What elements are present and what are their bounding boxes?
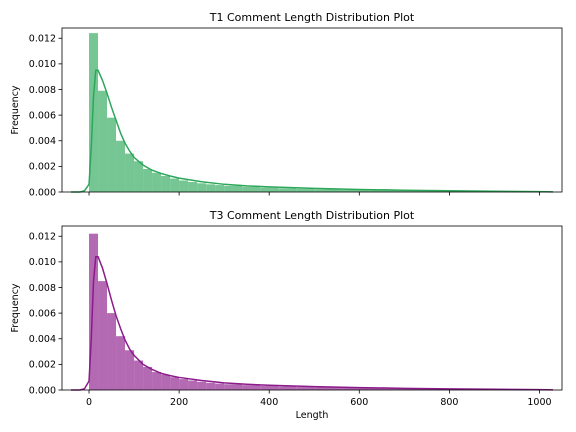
t1-histogram-bar: [242, 187, 260, 192]
t1-y-tick-label: 0.010: [29, 59, 56, 70]
t1-histogram-bar: [98, 91, 107, 192]
t3-x-tick-label: 800: [440, 397, 458, 408]
t1-histogram-bar: [152, 173, 161, 192]
t1-histogram-bar: [215, 185, 224, 192]
t3-histogram-bar: [179, 379, 188, 390]
t1-histogram-bar: [188, 182, 197, 192]
t1-histogram-bar: [179, 180, 188, 192]
t1-histogram-bar: [278, 188, 296, 192]
t3-histogram-bar: [242, 385, 260, 390]
t3-histogram-bar: [215, 384, 224, 390]
t1-histogram-bar: [170, 179, 179, 192]
t3-y-tick-label: 0.010: [29, 257, 56, 268]
t3-histogram-bar: [152, 372, 161, 390]
t3-histogram-bar: [98, 281, 107, 390]
t3-y-tick-label: 0.004: [29, 334, 56, 345]
t3-chart-title: T3 Comment Length Distribution Plot: [209, 209, 415, 222]
t3-histogram-bar: [197, 382, 206, 390]
t1-y-tick-label: 0.006: [29, 110, 56, 121]
t1-histogram-bar: [107, 118, 116, 192]
t1-chart-title: T1 Comment Length Distribution Plot: [209, 11, 415, 24]
t3-histogram-bar: [125, 350, 134, 390]
t3-histogram-bar: [278, 387, 296, 390]
t1-histogram-bar: [125, 154, 134, 192]
t3-histogram-bar: [107, 313, 116, 390]
t3-x-tick-label: 600: [350, 397, 368, 408]
t3-histogram-bar: [161, 375, 170, 390]
t1-histogram-bar: [116, 141, 125, 192]
t3-histogram-bar: [188, 381, 197, 390]
t3-y-axis-label: Frequency: [10, 283, 21, 332]
t3-y-tick-label: 0.002: [29, 360, 56, 371]
t3-x-tick-label: 200: [170, 397, 188, 408]
t1-histogram-bar: [197, 183, 206, 192]
t3-histogram-bar: [224, 384, 242, 390]
t1-histogram-bar: [260, 188, 278, 192]
t3-histogram-bar: [170, 377, 179, 390]
t1-histogram-bar: [161, 176, 170, 192]
t3-histogram-bar: [296, 387, 314, 390]
t3-histogram-bar: [116, 336, 125, 390]
t3-y-tick-label: 0.008: [29, 283, 56, 294]
t3-histogram-bar: [134, 361, 143, 390]
t1-y-tick-label: 0.008: [29, 85, 56, 96]
t1-y-tick-label: 0.004: [29, 136, 56, 147]
t1-histogram-bar: [134, 161, 143, 192]
t1-histogram-bar: [296, 189, 314, 192]
t1-histogram-bar: [143, 169, 152, 192]
t3-y-tick-label: 0.000: [29, 385, 56, 396]
t3-x-tick-label: 0: [86, 397, 92, 408]
t1-y-axis-label: Frequency: [10, 85, 21, 134]
t1-y-tick-label: 0.012: [29, 34, 56, 45]
t3-x-tick-label: 400: [260, 397, 278, 408]
t3-y-tick-label: 0.012: [29, 232, 56, 243]
t1-histogram-bar: [206, 184, 215, 192]
t3-x-tick-label: 1000: [527, 397, 551, 408]
t3-histogram-bar: [206, 383, 215, 390]
t3-histogram-bar: [260, 386, 278, 390]
t3-histogram-bar: [143, 367, 152, 390]
t3-y-tick-label: 0.006: [29, 308, 56, 319]
t1-y-tick-label: 0.002: [29, 162, 56, 173]
t1-histogram-bar: [314, 189, 341, 192]
t3-x-axis-label: Length: [296, 410, 329, 421]
t1-histogram-bar: [224, 186, 242, 192]
t1-y-tick-label: 0.000: [29, 187, 56, 198]
